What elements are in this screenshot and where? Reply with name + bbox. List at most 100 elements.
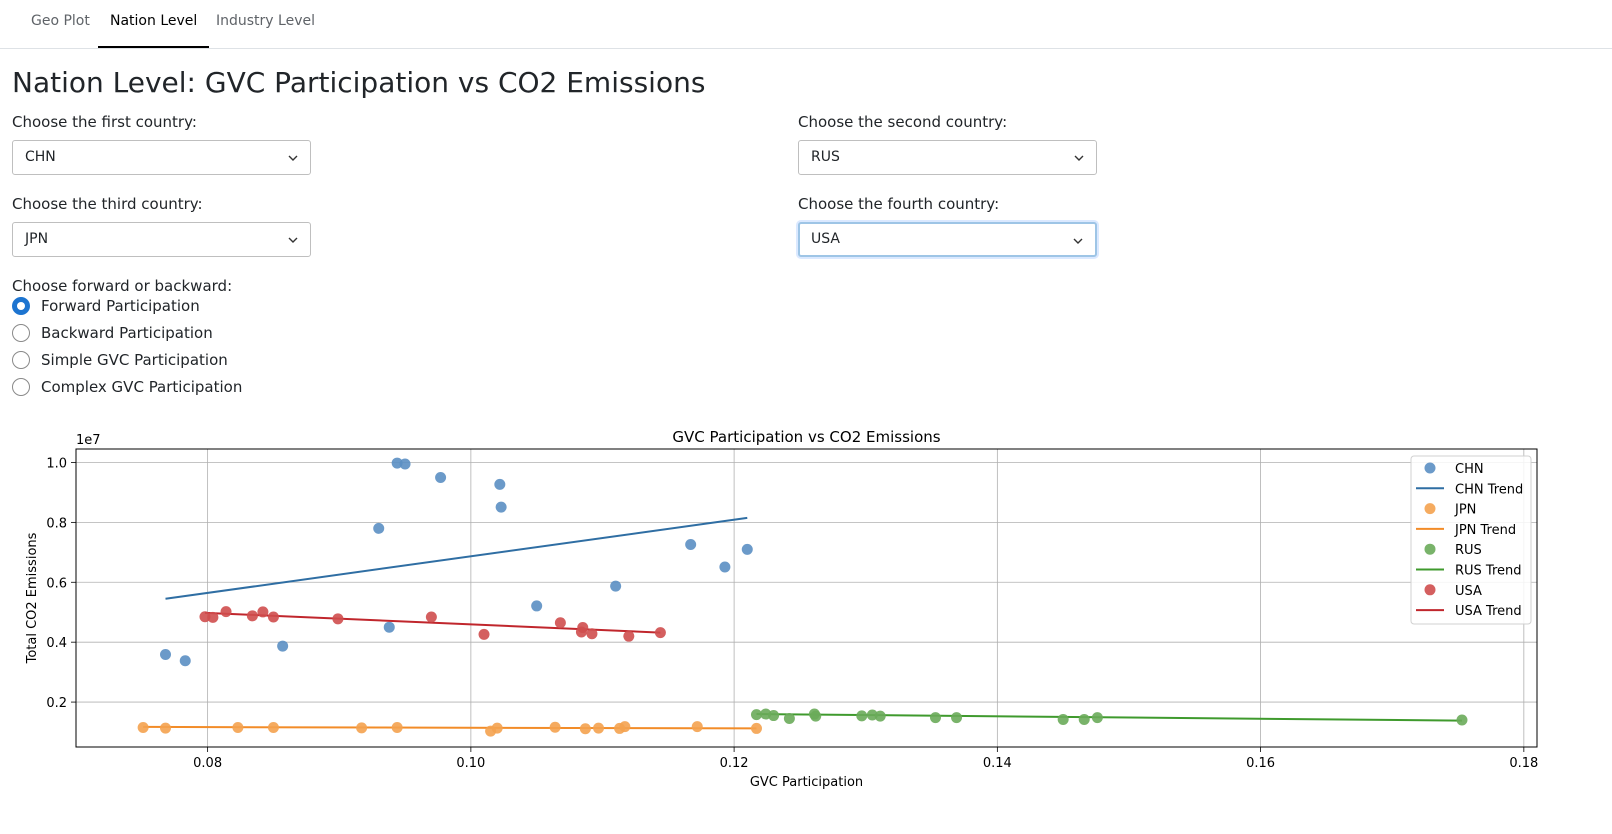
radio-checked-icon[interactable] xyxy=(12,297,30,315)
data-point-jpn xyxy=(137,722,149,734)
data-point-chn xyxy=(383,621,395,633)
y-tick-label: 0.2 xyxy=(46,696,67,711)
data-point-rus xyxy=(1456,714,1468,726)
legend-marker-usa xyxy=(1424,584,1436,596)
y-tick-label: 0.6 xyxy=(46,576,67,591)
first-country-label: Choose the first country: xyxy=(12,113,197,131)
data-point-usa xyxy=(623,630,635,642)
data-point-chn xyxy=(719,561,731,573)
fourth-country-label: Choose the fourth country: xyxy=(798,195,1000,213)
gvc-co2-scatter-chart: 0.08 0.10 0.12 0.14 0.16 0.18 0.2 0.4 0.6 0.8 1.0 G… xyxy=(25,428,1538,790)
data-point-usa xyxy=(207,611,219,623)
legend-label: USA Trend xyxy=(1455,604,1522,619)
data-point-jpn xyxy=(491,722,503,734)
radio-unchecked-icon[interactable] xyxy=(12,378,30,396)
data-point-chn xyxy=(494,478,506,490)
data-point-usa xyxy=(246,610,258,622)
data-point-rus xyxy=(874,710,886,722)
radio-label: Complex GVC Participation xyxy=(41,378,243,396)
legend-box xyxy=(1410,455,1532,625)
chevron-down-icon xyxy=(288,237,298,243)
second-country-label: Choose the second country: xyxy=(798,113,1008,131)
fourth-country-select[interactable]: USA xyxy=(798,222,1097,257)
x-tick-label: 0.16 xyxy=(1246,756,1275,771)
plot-area xyxy=(76,449,1537,747)
first-country-value: CHN xyxy=(25,149,56,165)
data-point-chn xyxy=(179,655,191,667)
data-point-chn xyxy=(531,600,543,612)
data-point-jpn xyxy=(691,721,703,733)
second-country-select[interactable]: RUS xyxy=(798,140,1097,175)
data-point-jpn xyxy=(160,722,172,734)
data-point-usa xyxy=(257,606,269,618)
radio-unchecked-icon[interactable] xyxy=(12,324,30,342)
data-point-chn xyxy=(495,501,507,513)
data-point-rus xyxy=(1057,713,1069,725)
data-point-usa xyxy=(199,611,211,623)
data-point-rus xyxy=(929,712,941,724)
x-tick-label: 0.14 xyxy=(983,756,1012,771)
data-point-jpn xyxy=(549,721,561,733)
x-axis-label: GVC Participation xyxy=(750,775,863,790)
y-axis-label: Total CO2 Emissions xyxy=(25,532,40,664)
data-point-rus xyxy=(750,709,762,721)
radio-label: Backward Participation xyxy=(41,324,213,342)
radio-unchecked-icon[interactable] xyxy=(12,351,30,369)
data-point-usa xyxy=(220,606,232,618)
participation-type-label: Choose forward or backward: xyxy=(12,277,233,295)
data-point-usa xyxy=(577,622,589,634)
fourth-country-value: USA xyxy=(811,231,840,247)
data-point-usa xyxy=(478,628,490,640)
data-point-jpn xyxy=(579,723,591,735)
chevron-down-icon xyxy=(1073,238,1083,244)
x-tick-label: 0.18 xyxy=(1509,756,1538,771)
data-point-chn xyxy=(741,543,753,555)
x-tick-label: 0.12 xyxy=(720,756,749,771)
third-country-value: JPN xyxy=(25,231,49,247)
chart-title: GVC Participation vs CO2 Emissions xyxy=(672,428,940,446)
tab-nation-level[interactable]: Nation Level xyxy=(98,0,210,48)
third-country-label: Choose the third country: xyxy=(12,195,203,213)
legend-marker-jpn xyxy=(1424,503,1436,515)
data-point-rus xyxy=(1078,713,1090,725)
data-point-rus xyxy=(1091,712,1103,724)
data-point-chn xyxy=(399,458,411,470)
data-point-jpn xyxy=(391,722,403,734)
legend-marker-rus xyxy=(1424,543,1436,555)
data-point-usa xyxy=(654,627,666,639)
trend-line-jpn xyxy=(143,725,757,730)
data-point-usa xyxy=(267,611,279,623)
radio-label: Forward Participation xyxy=(41,297,200,315)
data-point-rus xyxy=(783,713,795,725)
data-point-jpn xyxy=(267,722,279,734)
third-country-select[interactable]: JPN xyxy=(12,222,311,257)
chevron-down-icon xyxy=(288,155,298,161)
second-country-value: RUS xyxy=(811,149,840,165)
tab-bar: Geo Plot Nation Level Industry Level xyxy=(0,0,1612,49)
chevron-down-icon xyxy=(1074,155,1084,161)
legend-label: RUS Trend xyxy=(1455,564,1522,579)
data-point-usa xyxy=(425,611,437,623)
data-point-chn xyxy=(610,580,622,592)
x-tick-label: 0.10 xyxy=(456,756,485,771)
radio-label: Simple GVC Participation xyxy=(41,351,228,369)
tab-geo-plot[interactable]: Geo Plot xyxy=(31,13,90,29)
data-point-jpn xyxy=(593,722,605,734)
data-point-chn xyxy=(160,648,172,660)
y-tick-label: 0.8 xyxy=(46,516,67,531)
y-tick-label: 0.4 xyxy=(46,636,67,651)
first-country-select[interactable]: CHN xyxy=(12,140,311,175)
data-point-chn xyxy=(277,640,289,652)
data-point-chn xyxy=(435,471,447,483)
y-offset-label: 1e7 xyxy=(76,433,101,448)
data-point-jpn xyxy=(356,722,368,734)
data-point-rus xyxy=(768,710,780,722)
data-point-jpn xyxy=(232,722,244,734)
trend-line-chn xyxy=(165,516,748,600)
legend-marker-chn xyxy=(1424,462,1436,474)
legend-label: CHN xyxy=(1455,462,1484,477)
legend-label: CHN Trend xyxy=(1455,482,1523,497)
tab-industry-level[interactable]: Industry Level xyxy=(216,13,315,29)
legend-label: JPN xyxy=(1454,503,1476,518)
legend-label: JPN Trend xyxy=(1454,523,1516,538)
